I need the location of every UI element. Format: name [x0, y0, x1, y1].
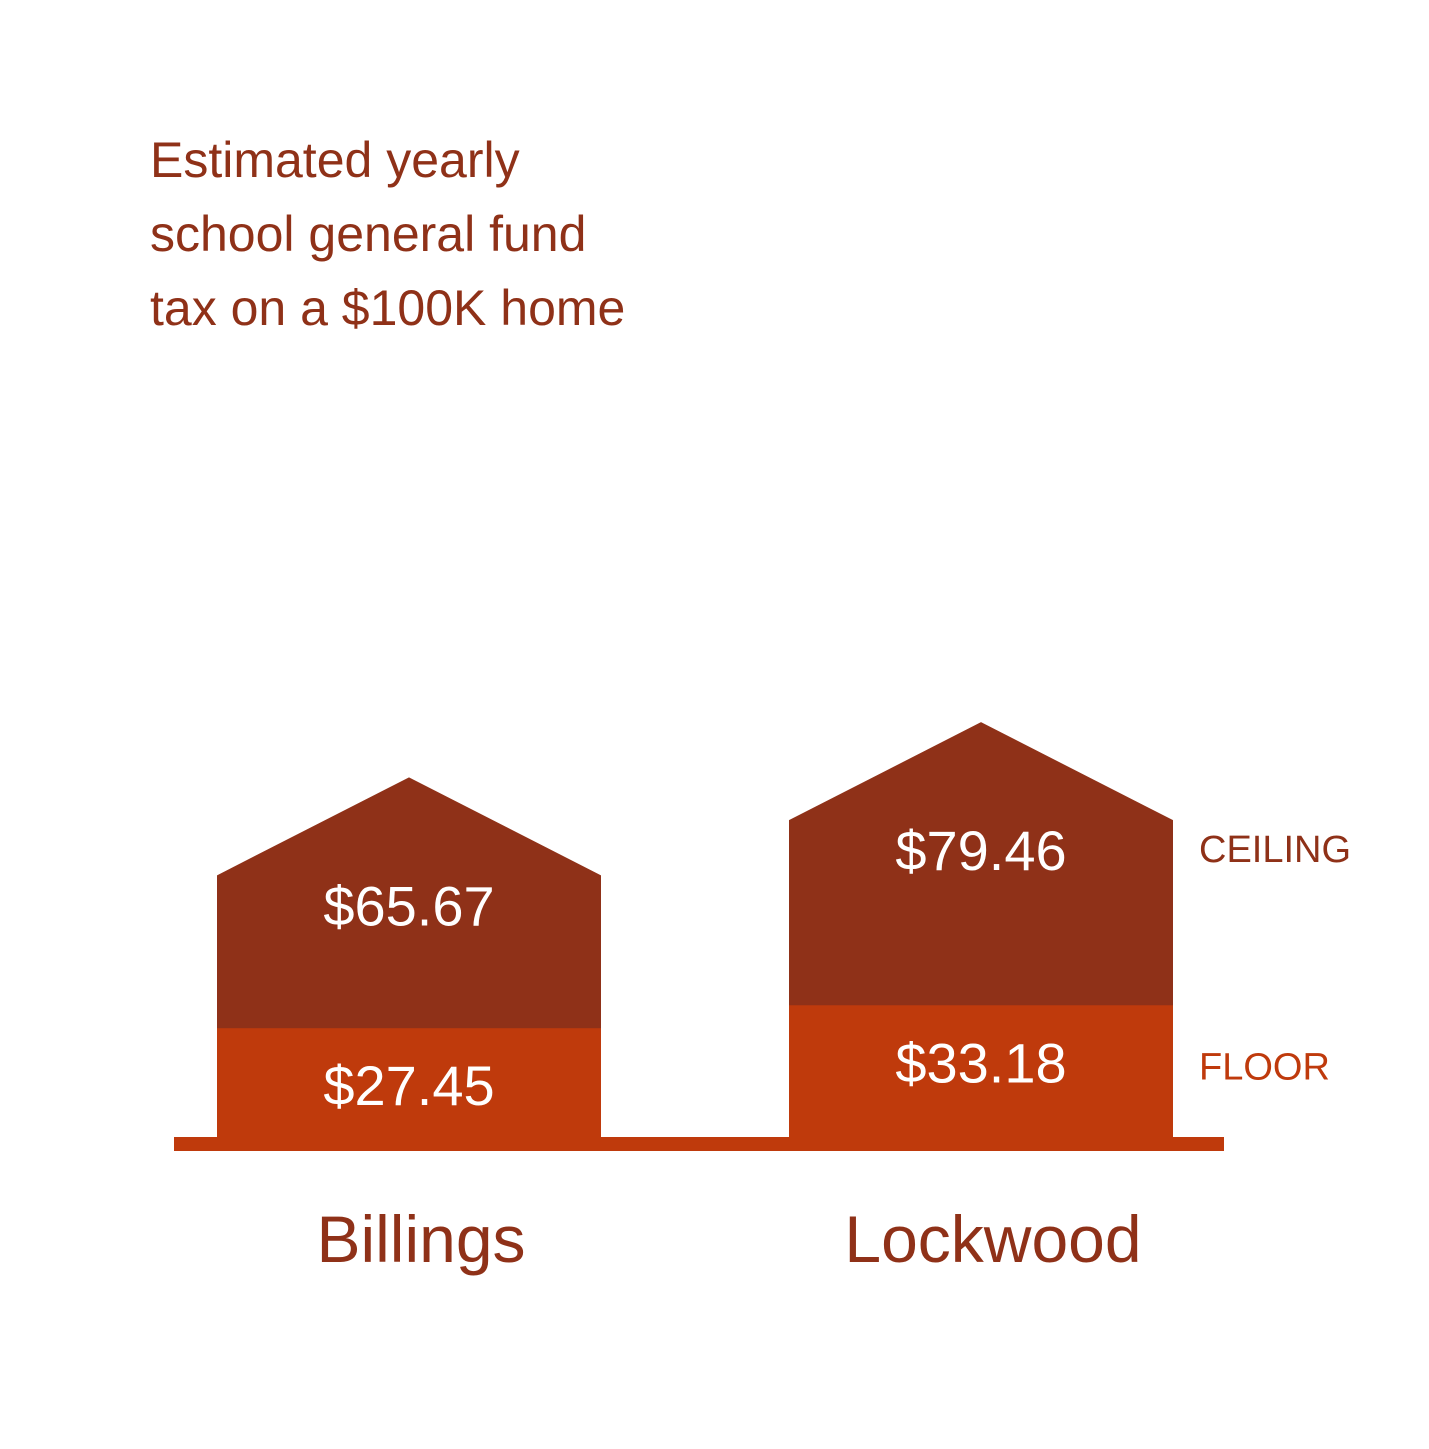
x-axis-baseline: [174, 1137, 1224, 1151]
legend-ceiling: CEILING: [1199, 829, 1351, 871]
chart-title-line-1: Estimated yearly: [150, 132, 520, 188]
category-label-lockwood: Lockwood: [844, 1202, 1141, 1276]
value-label-ceiling-lockwood: $79.46: [895, 819, 1066, 882]
bars-layer: [174, 722, 1224, 1151]
bar-floor-lockwood: [789, 1005, 1173, 1138]
value-label-ceiling-billings: $65.67: [323, 874, 494, 937]
chart-title-line-2: school general fund: [150, 206, 586, 262]
labels-layer: $65.67 $27.45 Billings $79.46 $33.18 Lockwood…: [316, 819, 1351, 1276]
legend-floor: FLOOR: [1199, 1046, 1330, 1088]
chart-title-line-3: tax on a $100K home: [150, 280, 625, 336]
category-label-billings: Billings: [316, 1202, 525, 1276]
value-label-floor-billings: $27.45: [323, 1054, 494, 1117]
value-label-floor-lockwood: $33.18: [895, 1031, 1066, 1094]
bar-floor-billings: [217, 1028, 601, 1138]
